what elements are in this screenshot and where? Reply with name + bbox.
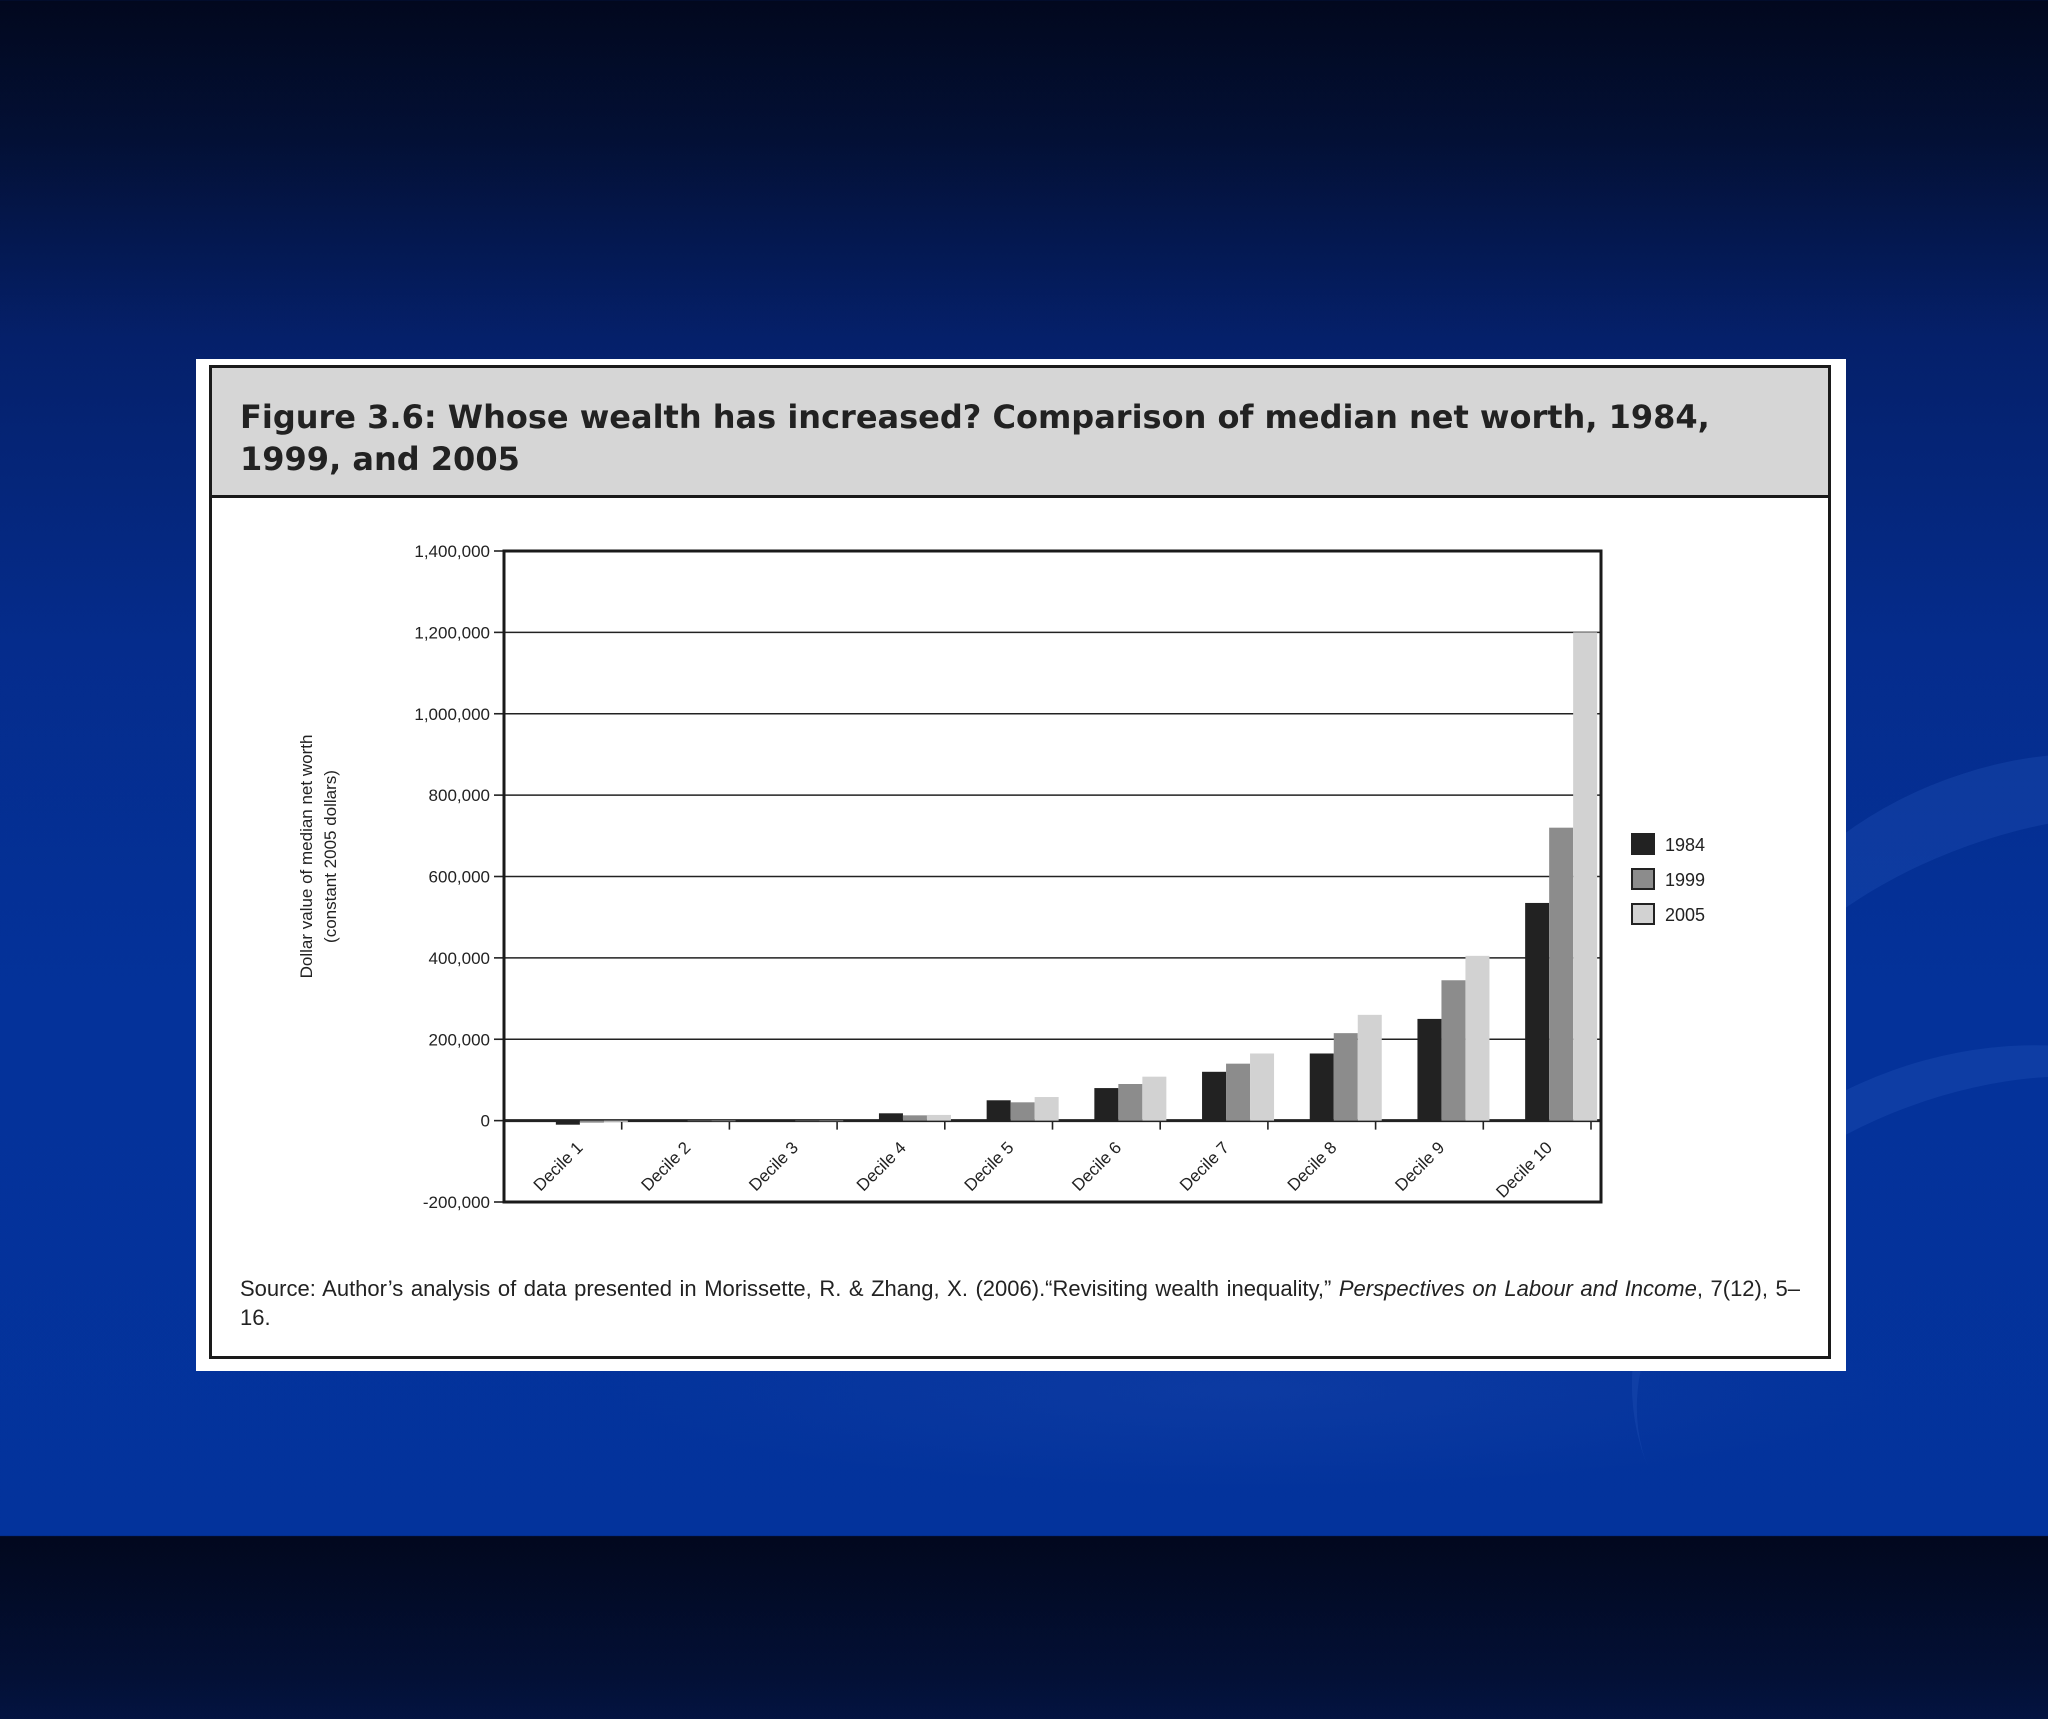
bar-2005-3 bbox=[819, 1120, 844, 1122]
bar-2005-6 bbox=[1142, 1076, 1167, 1121]
bar-1999-1 bbox=[579, 1120, 604, 1123]
y-tick-label: 1,200,000 bbox=[414, 623, 490, 642]
source-journal: Perspectives on Labour and Income bbox=[1338, 1276, 1697, 1301]
x-category-label: Decile 5 bbox=[961, 1138, 1018, 1195]
x-category-label: Decile 6 bbox=[1068, 1138, 1125, 1195]
y-tick-label: 800,000 bbox=[429, 786, 490, 805]
bar-1999-5 bbox=[1010, 1102, 1035, 1121]
y-tick-label: 200,000 bbox=[429, 1030, 490, 1049]
legend-swatch-2005 bbox=[1631, 903, 1655, 925]
bar-1999-7 bbox=[1226, 1063, 1251, 1121]
bar-1984-6 bbox=[1094, 1088, 1119, 1121]
x-category-label: Decile 9 bbox=[1391, 1138, 1448, 1195]
y-tick-label: 0 bbox=[481, 1112, 490, 1131]
legend-swatch-1984 bbox=[1631, 833, 1655, 855]
x-category-label: Decile 7 bbox=[1176, 1138, 1233, 1195]
legend-swatch-1999 bbox=[1631, 868, 1655, 890]
bar-1984-4 bbox=[878, 1113, 903, 1121]
figure-title-bar: Figure 3.6: Whose wealth has increased? … bbox=[212, 368, 1828, 498]
bar-2005-9 bbox=[1465, 955, 1490, 1121]
bar-2005-4 bbox=[926, 1114, 951, 1121]
y-tick-label: -200,000 bbox=[423, 1193, 490, 1212]
plot-area-border bbox=[502, 549, 1603, 1204]
y-tick-label: 1,400,000 bbox=[414, 542, 490, 561]
source-citation: Source: Author’s analysis of data presen… bbox=[240, 1274, 1800, 1332]
x-category-label: Decile 10 bbox=[1492, 1138, 1556, 1202]
source-prefix: Source: Author’s analysis of data presen… bbox=[240, 1276, 1339, 1301]
bar-1999-9 bbox=[1441, 980, 1466, 1121]
bar-1999-6 bbox=[1118, 1084, 1143, 1121]
legend-label: 1984 bbox=[1665, 835, 1705, 855]
bar-1999-8 bbox=[1333, 1033, 1358, 1121]
x-category-label: Decile 3 bbox=[745, 1138, 802, 1195]
bar-1984-5 bbox=[986, 1100, 1011, 1121]
y-axis-label: Dollar value of median net worth bbox=[297, 735, 316, 979]
bar-1984-1 bbox=[555, 1120, 580, 1125]
bar-2005-2 bbox=[711, 1120, 736, 1122]
bar-1999-4 bbox=[902, 1115, 927, 1121]
x-category-label: Decile 2 bbox=[638, 1138, 695, 1195]
legend-label: 1999 bbox=[1665, 870, 1705, 890]
bar-1984-7 bbox=[1202, 1071, 1227, 1121]
figure-card: Figure 3.6: Whose wealth has increased? … bbox=[196, 359, 1846, 1371]
source-suffix: , 7(12), 5–16. bbox=[240, 1276, 1800, 1330]
legend-label: 2005 bbox=[1665, 905, 1705, 925]
bar-1984-9 bbox=[1417, 1018, 1442, 1121]
y-axis-label: (constant 2005 dollars) bbox=[321, 770, 340, 943]
bar-1984-8 bbox=[1309, 1053, 1334, 1121]
bar-1999-3 bbox=[795, 1120, 820, 1122]
y-tick-label: 1,000,000 bbox=[414, 705, 490, 724]
bar-1984-2 bbox=[663, 1120, 688, 1122]
bar-1984-3 bbox=[771, 1120, 796, 1122]
bar-1999-2 bbox=[687, 1120, 712, 1122]
x-category-label: Decile 4 bbox=[853, 1138, 910, 1195]
x-category-label: Decile 1 bbox=[530, 1138, 587, 1195]
y-tick-label: 600,000 bbox=[429, 868, 490, 887]
bar-2005-7 bbox=[1250, 1053, 1275, 1121]
bar-1984-10 bbox=[1525, 902, 1550, 1121]
figure-title: Figure 3.6: Whose wealth has increased? … bbox=[240, 398, 1710, 478]
y-tick-label: 400,000 bbox=[429, 949, 490, 968]
bar-2005-8 bbox=[1357, 1014, 1382, 1121]
bar-1999-10 bbox=[1549, 827, 1574, 1121]
bar-2005-10 bbox=[1573, 632, 1598, 1121]
x-category-label: Decile 8 bbox=[1284, 1138, 1341, 1195]
bar-chart: 1,400,000 1,200,000 1,000,000 800,000 600,00… bbox=[297, 542, 1705, 1212]
bar-2005-1 bbox=[603, 1120, 628, 1122]
bar-2005-5 bbox=[1034, 1097, 1059, 1121]
figure-frame: Figure 3.6: Whose wealth has increased? … bbox=[209, 365, 1831, 1359]
